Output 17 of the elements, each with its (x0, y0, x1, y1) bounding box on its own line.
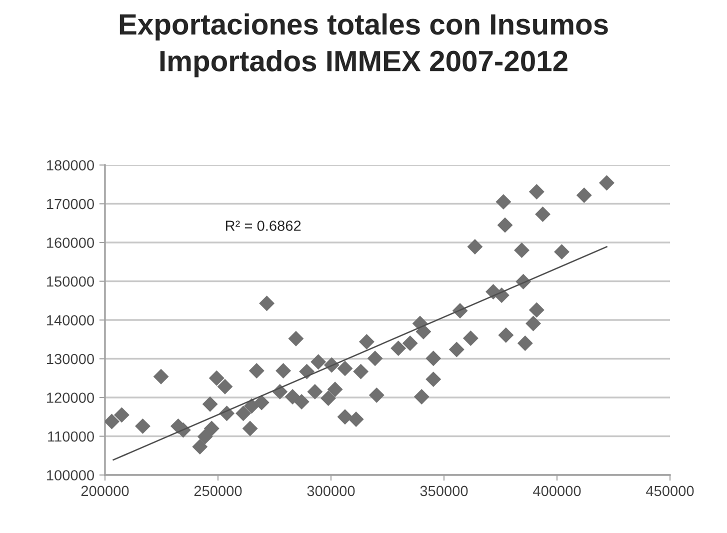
y-tick-label: 170000 (47, 198, 94, 210)
x-tick-label: 200000 (81, 486, 129, 496)
y-tick-label: 180000 (47, 160, 94, 170)
y-tick-label: 130000 (47, 354, 94, 364)
x-tick-label: 250000 (194, 486, 242, 496)
y-tick-label: 100000 (47, 470, 94, 480)
x-tick-label: 450000 (646, 486, 694, 496)
y-tick-label: 120000 (47, 392, 94, 403)
y-tick-label: 110000 (48, 431, 94, 442)
annotation: R² = 0.6862 (226, 220, 301, 231)
x-tick-label: 350000 (420, 486, 468, 496)
y-tick-label: 140000 (47, 315, 94, 326)
x-tick-label: 300000 (307, 486, 355, 496)
chart-title: Exportaciones totales con Insumos Importados IMMEX 2007-2012 (120, 13, 608, 78)
x-tick-label: 400000 (533, 486, 581, 496)
y-tick-label: 160000 (47, 238, 94, 248)
y-tick-label: 150000 (47, 276, 94, 287)
